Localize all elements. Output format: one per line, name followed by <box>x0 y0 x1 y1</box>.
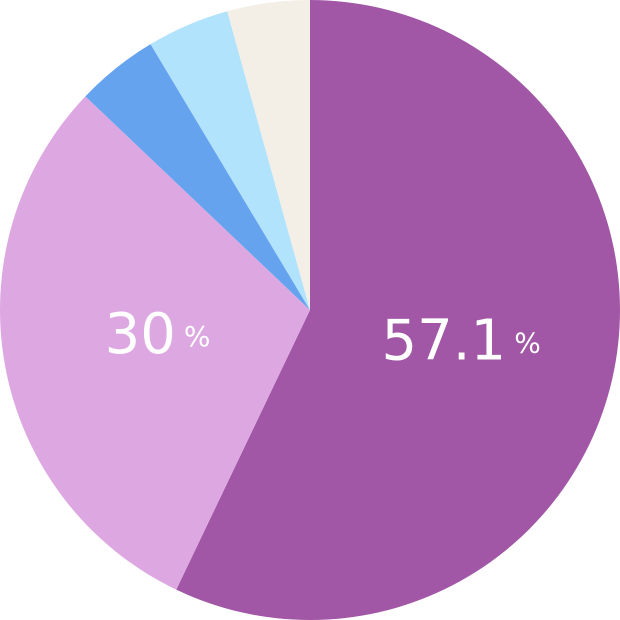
value-number: 30 <box>105 302 176 367</box>
value-number: 57.1 <box>382 308 507 373</box>
pie-slice <box>227 0 310 310</box>
value-unit: % <box>184 320 211 353</box>
pie-slice <box>176 0 620 620</box>
pie-slice <box>0 96 310 590</box>
value-unit: % <box>514 326 541 359</box>
value-label: 57.1% <box>382 308 541 373</box>
value-label: 30% <box>105 302 211 367</box>
pie-slice <box>85 44 310 310</box>
pie-slice <box>150 11 310 310</box>
